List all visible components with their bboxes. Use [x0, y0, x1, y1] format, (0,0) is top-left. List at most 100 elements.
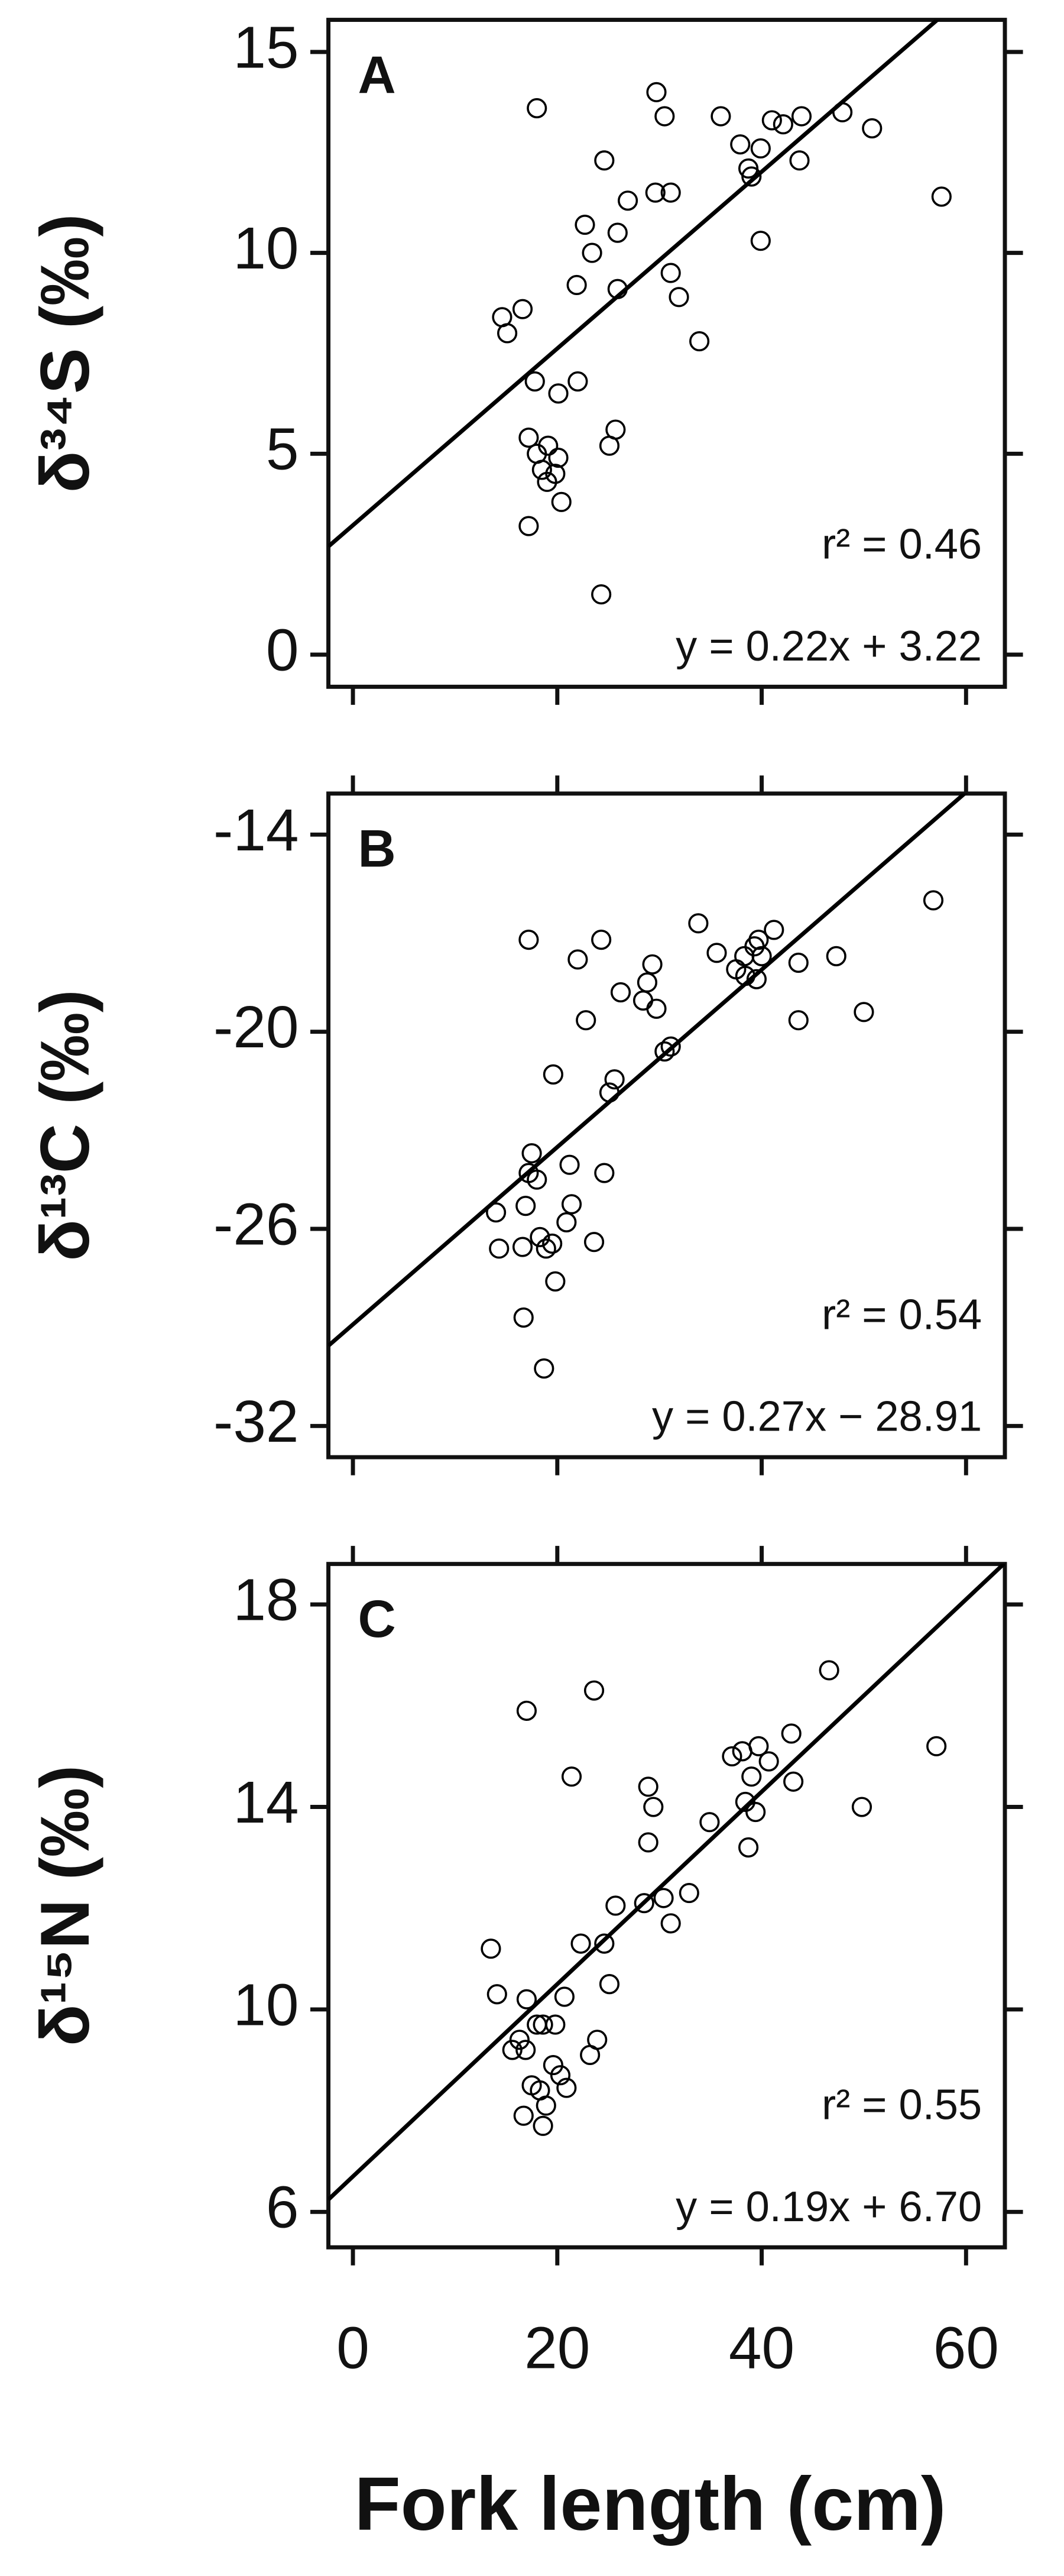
point — [545, 2014, 566, 2035]
point — [923, 890, 944, 911]
point — [599, 1974, 620, 1995]
point — [607, 279, 628, 299]
point — [512, 299, 533, 319]
point — [548, 448, 569, 468]
point — [783, 1771, 804, 1792]
point — [527, 1169, 547, 1190]
point — [699, 1812, 720, 1833]
point — [530, 1226, 550, 1247]
point — [485, 1202, 507, 1223]
point — [533, 2014, 553, 2035]
r-squared: r² = 0.54 — [822, 1291, 982, 1338]
point — [689, 331, 710, 352]
point — [632, 990, 654, 1011]
point — [781, 1723, 802, 1744]
point — [826, 946, 846, 966]
x-tick-label: 0 — [336, 2315, 369, 2381]
point — [548, 383, 569, 404]
point — [591, 930, 612, 950]
plot-frame — [326, 1562, 1007, 2250]
point — [642, 954, 663, 975]
point — [567, 371, 588, 392]
point — [513, 2105, 534, 2126]
y-tick-label: 18 — [233, 1567, 299, 1633]
plot-frame — [326, 18, 1007, 689]
point — [594, 150, 615, 171]
y-tick-label: -20 — [213, 994, 299, 1060]
point — [576, 1010, 596, 1031]
point — [556, 1212, 577, 1232]
point — [583, 1232, 605, 1253]
point — [750, 138, 771, 159]
point — [509, 2030, 530, 2050]
point — [513, 1307, 534, 1328]
y-tick-label: -26 — [213, 1191, 299, 1257]
fit-line — [328, 1564, 1005, 2201]
point — [750, 231, 771, 251]
point — [758, 1751, 779, 1772]
y-tick-label: -14 — [213, 797, 299, 863]
panel: 6 10 14 18 0 20 40 60 Cr² = 0.55 y = 0.19x + 6.70… — [26, 1546, 1023, 2546]
point — [531, 459, 552, 480]
point — [570, 1933, 591, 1954]
panel: -32 -26 -20 -14 Br² = 0.54 y = 0.27x − 28.91 δ… — [26, 775, 1023, 1475]
point — [582, 242, 602, 263]
point — [669, 287, 689, 308]
point — [518, 516, 539, 536]
point — [536, 2095, 556, 2116]
x-tick-label: 40 — [729, 2315, 794, 2381]
y-tick-label: 10 — [233, 215, 299, 281]
panel-label: C — [358, 1590, 396, 1648]
point — [527, 98, 547, 119]
y-tick-label: 15 — [233, 14, 299, 80]
point — [536, 1238, 556, 1259]
point — [679, 1882, 699, 1904]
point — [660, 1036, 681, 1057]
point — [711, 106, 731, 127]
point — [554, 1986, 575, 2007]
y-tick-label: 10 — [233, 1972, 299, 2038]
point — [575, 214, 595, 235]
point — [645, 182, 666, 203]
x-axis-label: Fork length (cm) — [355, 2462, 946, 2546]
fit-equation: y = 0.22x + 3.22 — [676, 623, 982, 670]
point — [566, 274, 587, 296]
point — [660, 1913, 681, 1934]
point — [561, 1766, 582, 1787]
point — [654, 106, 675, 127]
y-tick-label: 6 — [266, 2174, 299, 2241]
point — [738, 1837, 759, 1858]
point — [741, 1766, 762, 1787]
point — [788, 1010, 809, 1031]
point — [851, 1797, 872, 1817]
point — [534, 1358, 554, 1379]
point — [819, 1660, 839, 1681]
point — [832, 102, 853, 122]
point — [745, 1802, 766, 1823]
point — [761, 110, 782, 131]
point — [537, 471, 557, 492]
point — [638, 1776, 658, 1797]
point — [746, 969, 767, 989]
point — [512, 1237, 533, 1257]
point — [660, 182, 681, 203]
point — [653, 1888, 674, 1908]
y-axis-label: δ¹³C (‰) — [26, 989, 103, 1261]
point — [741, 166, 762, 187]
point — [646, 82, 667, 102]
point — [594, 1163, 615, 1183]
point — [764, 920, 784, 940]
point — [561, 1194, 582, 1215]
plot-frame — [326, 791, 1007, 1459]
y-axis-label: δ³⁴S (‰) — [26, 214, 103, 493]
point — [550, 2065, 571, 2086]
point — [862, 118, 883, 139]
point — [931, 186, 952, 207]
point — [521, 1143, 542, 1164]
point — [516, 1989, 537, 2009]
point — [486, 1984, 507, 2005]
point — [516, 1700, 537, 1721]
y-tick-label: -32 — [213, 1389, 299, 1455]
point — [637, 972, 658, 993]
point — [788, 952, 809, 973]
